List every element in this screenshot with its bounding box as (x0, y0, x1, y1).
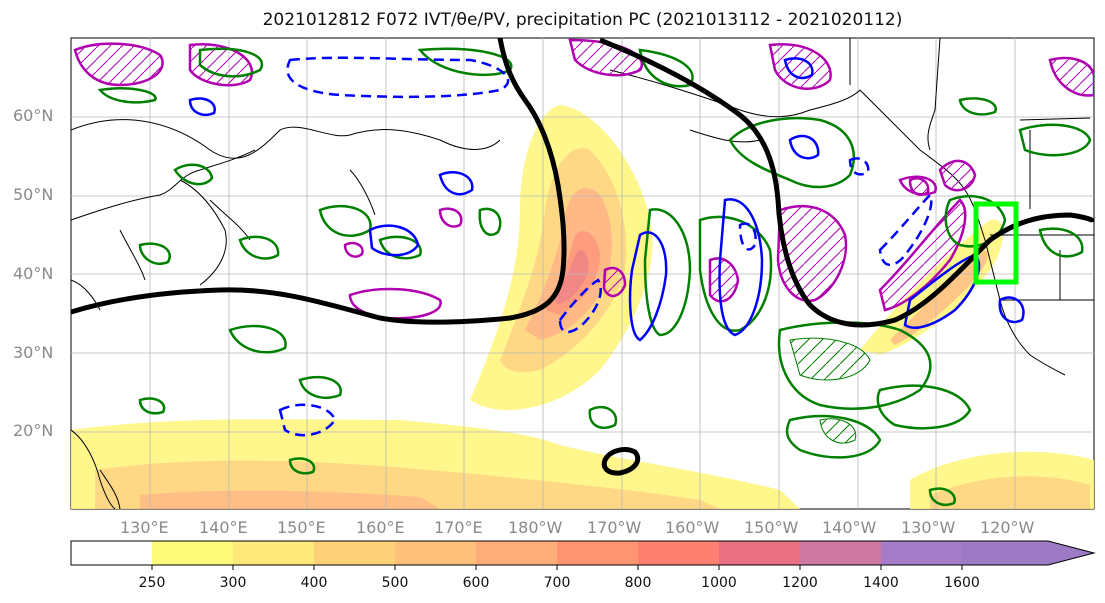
lon-label-150w: 150°W (744, 518, 799, 537)
region-box (973, 201, 1019, 285)
colorbar-tick-700: 700 (543, 575, 571, 591)
precip-contours (97, 47, 1092, 507)
lon-label-150e: 150°E (277, 518, 326, 537)
colorbar-tick-1400: 1400 (863, 575, 899, 591)
lon-label-130w: 130°W (901, 518, 956, 537)
colorbar-tick-500: 500 (381, 575, 409, 591)
colorbar-tick-1600: 1600 (944, 575, 980, 591)
colorbar-tick-800: 800 (624, 575, 652, 591)
theta-e-contours (71, 38, 1094, 476)
ivt-shading (71, 105, 1094, 509)
lat-label-50n: 50°N (13, 185, 54, 204)
colorbar-tick-250: 250 (138, 575, 166, 591)
colorbar-tick-1000: 1000 (701, 575, 737, 591)
colorbar-tick-400: 400 (300, 575, 328, 591)
lat-label-30n: 30°N (13, 343, 54, 362)
colorbar (70, 540, 1096, 570)
lon-label-170e: 170°E (434, 518, 483, 537)
colorbar-tick-300: 300 (219, 575, 247, 591)
lon-label-120w: 120°W (980, 518, 1035, 537)
coastlines (71, 38, 1094, 509)
ivt-anomaly-contours (73, 38, 1094, 312)
colorbar-tick-600: 600 (462, 575, 490, 591)
lat-label-20n: 20°N (13, 421, 54, 440)
lon-label-180w: 180°W (508, 518, 563, 537)
colorbar-tick-1200: 1200 (782, 575, 818, 591)
lon-label-160w: 160°W (665, 518, 720, 537)
lon-label-130e: 130°E (120, 518, 169, 537)
lat-label-60n: 60°N (13, 106, 54, 125)
lon-label-140w: 140°W (822, 518, 877, 537)
chart-title: 2021012812 F072 IVT/θe/PV, precipitation… (262, 10, 903, 30)
lon-label-170w: 170°W (587, 518, 642, 537)
lat-label-40n: 40°N (13, 264, 54, 283)
lon-label-140e: 140°E (199, 518, 248, 537)
lon-label-160e: 160°E (356, 518, 405, 537)
